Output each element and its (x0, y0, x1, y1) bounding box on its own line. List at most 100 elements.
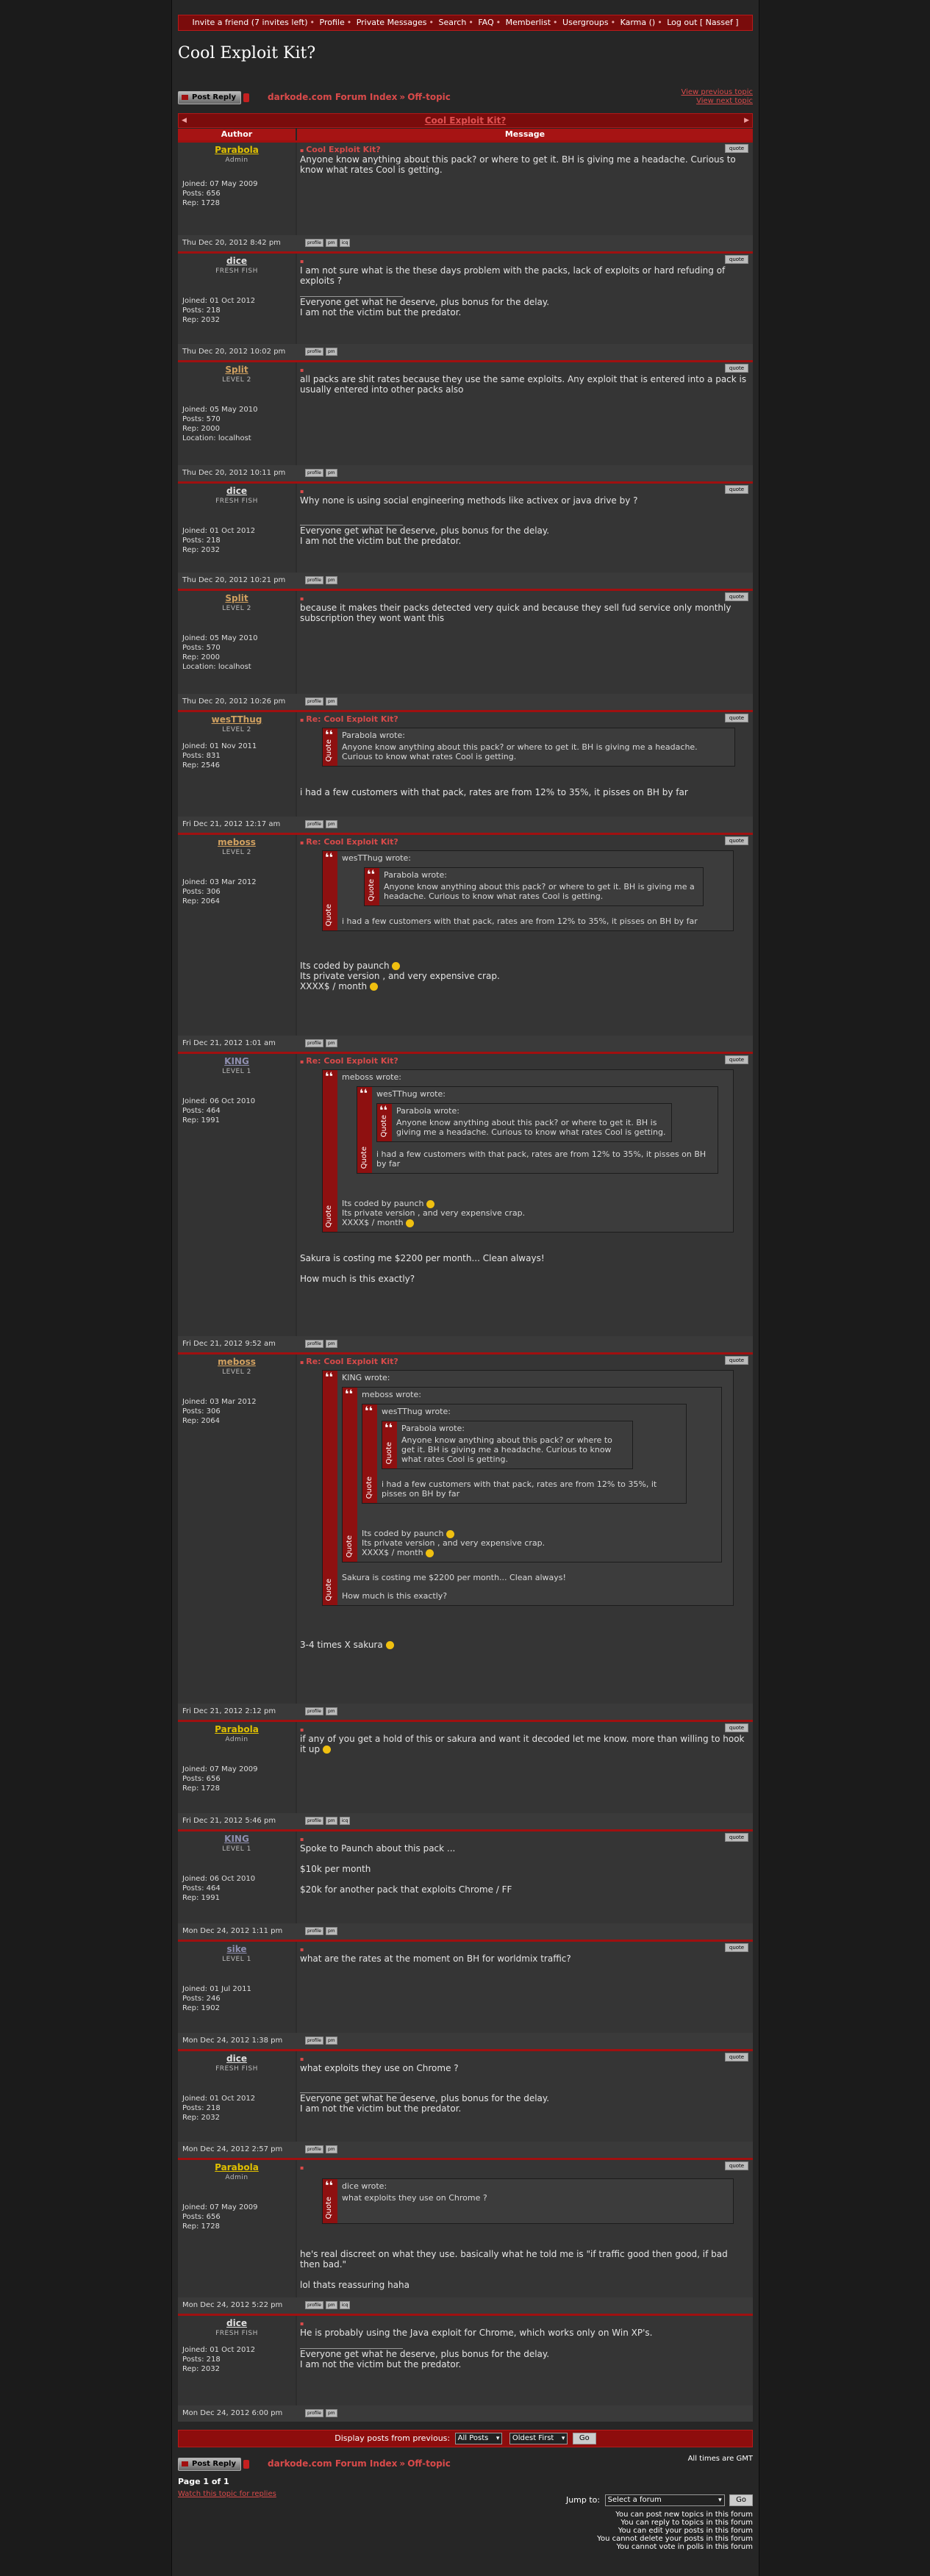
quote-button[interactable]: quote (725, 2161, 748, 2170)
quote-button[interactable]: quote (725, 1833, 748, 1842)
author-name[interactable]: Parabola (215, 145, 259, 155)
post-reply-button[interactable]: Post Reply (178, 2458, 249, 2471)
author-name[interactable]: meboss (218, 837, 256, 847)
author-name[interactable]: dice (226, 486, 247, 496)
quote-button[interactable]: quote (725, 485, 748, 494)
author-name[interactable]: KING (224, 1834, 249, 1844)
quote-button[interactable]: quote (725, 1943, 748, 1952)
profile-button[interactable]: profile (305, 820, 323, 828)
pm-button[interactable]: pm (325, 1707, 337, 1715)
quote-button[interactable]: quote (725, 255, 748, 264)
post: KING LEVEL 1 Joined: 06 Oct 2010 Posts: 4… (178, 1829, 753, 1940)
author-name[interactable]: Parabola (215, 2162, 259, 2173)
view-next-link[interactable]: View next topic (696, 97, 753, 105)
nav-faq[interactable]: FAQ (478, 18, 494, 27)
profile-button[interactable]: profile (305, 1039, 323, 1047)
nav-search[interactable]: Search (438, 18, 467, 27)
pm-button[interactable]: pm (325, 2145, 337, 2153)
author-name[interactable]: wesTThug (211, 714, 262, 725)
quote-button[interactable]: quote (725, 714, 748, 722)
quote-button[interactable]: quote (725, 2053, 748, 2062)
post-footer: Mon Dec 24, 2012 6:00 pm profile pm (178, 2405, 753, 2422)
author-rank: LEVEL 2 (222, 376, 251, 384)
pm-button[interactable]: pm (325, 1340, 337, 1348)
profile-button[interactable]: profile (305, 348, 323, 356)
display-label: Display posts from previous: (335, 2433, 451, 2443)
quote-block: ❛❛ Quote wesTThug wrote: ❛❛ Quote Parabola… (357, 1086, 718, 1174)
pm-button[interactable]: pm (325, 576, 337, 584)
author-name[interactable]: dice (226, 2318, 247, 2328)
pm-button[interactable]: pm (325, 1039, 337, 1047)
quote-button[interactable]: quote (725, 364, 748, 373)
quote-button[interactable]: quote (725, 836, 748, 845)
post-reply-button[interactable]: Post Reply (178, 91, 249, 104)
profile-button[interactable]: profile (305, 2145, 323, 2153)
profile-button[interactable]: profile (305, 2037, 323, 2045)
icq-button[interactable]: icq (339, 239, 351, 247)
post-text: 3-4 times X sakura (300, 1640, 750, 1650)
pm-button[interactable]: pm (325, 348, 337, 356)
crumb-index[interactable]: darkode.com Forum Index (268, 92, 398, 102)
watch-topic-link[interactable]: Watch this topic for replies (178, 2490, 276, 2498)
topic-title-link[interactable]: Cool Exploit Kit? (424, 115, 507, 126)
author-name[interactable]: Split (225, 593, 248, 603)
pm-button[interactable]: pm (325, 2409, 337, 2417)
jump-go-button[interactable]: Go (729, 2494, 753, 2506)
author-header: Author (178, 129, 296, 140)
pm-button[interactable]: pm (325, 469, 337, 477)
crumb-forum[interactable]: Off-topic (407, 2458, 451, 2469)
nav-memberlist[interactable]: Memberlist (505, 18, 551, 27)
post: Parabola Admin Joined: 07 May 2009 Posts:… (178, 2158, 753, 2314)
post-text: Sakura is costing me $2200 per month... … (300, 1253, 545, 1284)
icq-button[interactable]: icq (339, 2301, 351, 2309)
nav-usergroups[interactable]: Usergroups (562, 18, 609, 27)
profile-button[interactable]: profile (305, 2409, 323, 2417)
author-name[interactable]: KING (224, 1056, 249, 1066)
profile-button[interactable]: profile (305, 469, 323, 477)
pm-button[interactable]: pm (325, 2037, 337, 2045)
profile-button[interactable]: profile (305, 1707, 323, 1715)
author-name[interactable]: dice (226, 256, 247, 266)
nav-invite[interactable]: Invite a friend (7 invites left) (192, 18, 308, 27)
post-subject: Re: Cool Exploit Kit? (300, 1056, 750, 1066)
nav-logout[interactable]: Log out [ Nassef ] (667, 18, 739, 27)
author-stats: Joined: 05 May 2010 Posts: 570 Rep: 2000 Lo… (182, 634, 258, 671)
view-previous-link[interactable]: View previous topic (681, 88, 753, 96)
profile-button[interactable]: profile (305, 239, 323, 247)
pm-button[interactable]: pm (325, 820, 337, 828)
author-name[interactable]: meboss (218, 1357, 256, 1367)
profile-button[interactable]: profile (305, 1817, 323, 1825)
post-footer: Fri Dec 21, 2012 2:12 pm profile pm (178, 1704, 753, 1720)
crumb-index[interactable]: darkode.com Forum Index (268, 2458, 398, 2469)
pm-button[interactable]: pm (325, 239, 337, 247)
icq-button[interactable]: icq (339, 1817, 351, 1825)
pm-button[interactable]: pm (325, 1817, 337, 1825)
signature: Everyone get what he deserve, plus bonus… (300, 297, 550, 317)
quote-button[interactable]: quote (725, 1055, 748, 1064)
profile-button[interactable]: profile (305, 697, 323, 706)
quote-button[interactable]: quote (725, 592, 748, 601)
author-name[interactable]: Split (225, 365, 248, 375)
pm-button[interactable]: pm (325, 697, 337, 706)
nav-pm[interactable]: Private Messages (356, 18, 427, 27)
forum-select[interactable]: Select a forum (604, 2494, 725, 2506)
pm-button[interactable]: pm (325, 1927, 337, 1935)
profile-button[interactable]: profile (305, 1340, 323, 1348)
pm-button[interactable]: pm (325, 2301, 337, 2309)
author-name[interactable]: dice (226, 2053, 247, 2064)
profile-button[interactable]: profile (305, 576, 323, 584)
nav-karma[interactable]: Karma () (620, 18, 656, 27)
quote-button[interactable]: quote (725, 1723, 748, 1732)
quote-button[interactable]: quote (725, 144, 748, 153)
go-button[interactable]: Go (572, 2433, 596, 2444)
days-select[interactable]: All Posts (454, 2433, 503, 2444)
quote-button[interactable]: quote (725, 1356, 748, 1365)
post-text: all packs are shit rates because they us… (300, 374, 747, 395)
order-select[interactable]: Oldest First (509, 2433, 568, 2444)
nav-profile[interactable]: Profile (319, 18, 345, 27)
profile-button[interactable]: profile (305, 1927, 323, 1935)
author-name[interactable]: sike (226, 1944, 247, 1954)
author-name[interactable]: Parabola (215, 1724, 259, 1734)
crumb-forum[interactable]: Off-topic (407, 92, 451, 102)
profile-button[interactable]: profile (305, 2301, 323, 2309)
